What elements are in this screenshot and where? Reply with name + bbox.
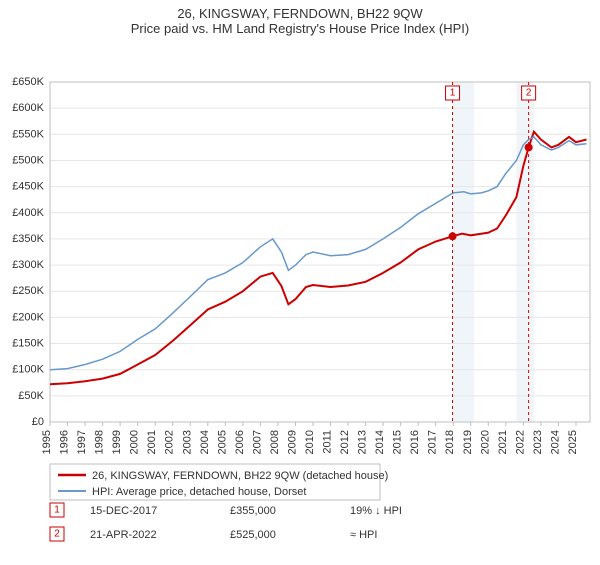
sale-delta: ≈ HPI bbox=[350, 529, 377, 541]
series-red bbox=[50, 132, 587, 385]
x-tick-label: 2008 bbox=[269, 430, 281, 454]
y-tick-label: £550K bbox=[12, 128, 44, 140]
x-tick-label: 2015 bbox=[392, 430, 404, 454]
y-tick-label: £0 bbox=[32, 416, 44, 428]
x-tick-label: 2009 bbox=[286, 430, 298, 454]
sale-price: £525,000 bbox=[230, 529, 276, 541]
x-tick-label: 2007 bbox=[251, 430, 263, 454]
x-tick-label: 2006 bbox=[234, 430, 246, 454]
x-tick-label: 2012 bbox=[339, 430, 351, 454]
x-tick-label: 2005 bbox=[216, 430, 228, 454]
x-tick-label: 2013 bbox=[357, 430, 369, 454]
y-tick-label: £100K bbox=[12, 364, 44, 376]
x-tick-label: 2017 bbox=[427, 430, 439, 454]
x-tick-label: 1998 bbox=[94, 430, 106, 454]
x-tick-label: 1999 bbox=[111, 430, 123, 454]
x-tick-label: 2020 bbox=[479, 430, 491, 454]
shaded-range bbox=[516, 82, 534, 422]
x-tick-label: 2004 bbox=[199, 430, 211, 454]
chart-title-line1: 26, KINGSWAY, FERNDOWN, BH22 9QW bbox=[0, 0, 600, 21]
y-tick-label: £650K bbox=[12, 76, 44, 88]
x-tick-label: 1995 bbox=[41, 430, 53, 454]
y-tick-label: £350K bbox=[12, 233, 44, 245]
sale-price: £355,000 bbox=[230, 505, 276, 517]
y-tick-label: £150K bbox=[12, 338, 44, 350]
x-tick-label: 1996 bbox=[59, 430, 71, 454]
marker-dot bbox=[449, 232, 457, 240]
y-tick-label: £400K bbox=[12, 207, 44, 219]
y-tick-label: £450K bbox=[12, 181, 44, 193]
x-tick-label: 2002 bbox=[164, 430, 176, 454]
x-tick-label: 2023 bbox=[532, 430, 544, 454]
sale-delta: 19% ↓ HPI bbox=[350, 505, 402, 517]
sale-marker-number: 1 bbox=[54, 505, 60, 516]
y-tick-label: £250K bbox=[12, 285, 44, 297]
x-tick-label: 2019 bbox=[462, 430, 474, 454]
y-tick-label: £200K bbox=[12, 311, 44, 323]
sale-marker-number: 2 bbox=[54, 529, 60, 540]
plot-border bbox=[50, 82, 590, 422]
legend-label-1: 26, KINGSWAY, FERNDOWN, BH22 9QW (detach… bbox=[92, 470, 388, 482]
chart-svg: £0 £50K £100K £150K £200K £250K £300K £350K £400… bbox=[0, 40, 600, 560]
x-tick-label: 2010 bbox=[304, 430, 316, 454]
x-tick-label: 2001 bbox=[146, 430, 158, 454]
shaded-range bbox=[453, 82, 475, 422]
x-tick-label: 2025 bbox=[567, 430, 579, 454]
x-tick-label: 2000 bbox=[129, 430, 141, 454]
sale-date: 15-DEC-2017 bbox=[90, 505, 157, 517]
x-tick-label: 1997 bbox=[76, 430, 88, 454]
marker-number: 1 bbox=[450, 88, 456, 99]
y-tick-label: £300K bbox=[12, 259, 44, 271]
marker-number: 2 bbox=[526, 88, 532, 99]
legend-label-2: HPI: Average price, detached house, Dors… bbox=[92, 486, 306, 498]
series-blue bbox=[50, 137, 587, 370]
x-tick-label: 2021 bbox=[497, 430, 509, 454]
y-tick-label: £600K bbox=[12, 102, 44, 114]
chart-title-line2: Price paid vs. HM Land Registry's House … bbox=[0, 21, 600, 40]
x-tick-label: 2016 bbox=[409, 430, 421, 454]
x-tick-label: 2014 bbox=[374, 430, 386, 454]
x-tick-label: 2003 bbox=[181, 430, 193, 454]
y-tick-label: £50K bbox=[18, 390, 44, 402]
x-tick-label: 2022 bbox=[514, 430, 526, 454]
x-tick-label: 2018 bbox=[444, 430, 456, 454]
sale-date: 21-APR-2022 bbox=[90, 529, 157, 541]
marker-dot bbox=[525, 143, 533, 151]
x-tick-label: 2024 bbox=[549, 430, 561, 454]
y-tick-label: £500K bbox=[12, 154, 44, 166]
x-tick-label: 2011 bbox=[322, 430, 334, 454]
